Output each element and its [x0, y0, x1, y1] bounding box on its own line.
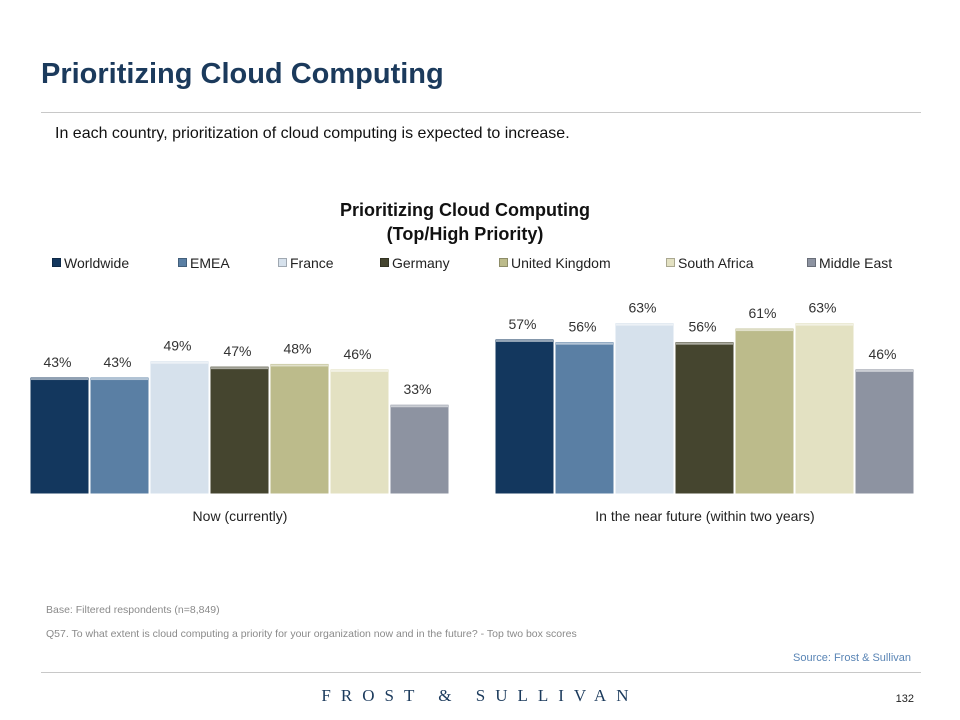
- bar-highlight: [676, 342, 733, 345]
- source-note: Source: Frost & Sullivan: [793, 652, 911, 664]
- category-label: In the near future (within two years): [595, 508, 814, 524]
- chart-title-line-2: (Top/High Priority): [386, 224, 544, 244]
- bar-middle-east-now: [389, 403, 450, 495]
- bar-france-now: [149, 360, 210, 495]
- bar-worldwide-future: [494, 338, 555, 495]
- bar-highlight: [616, 323, 673, 326]
- bar-united-kingdom-future: [734, 327, 795, 495]
- data-label: 49%: [163, 338, 191, 354]
- data-label: 61%: [748, 305, 776, 321]
- bar-emea-now: [89, 376, 150, 495]
- data-label: 46%: [343, 346, 371, 362]
- legend-label: EMEA: [190, 255, 230, 271]
- bar-highlight: [856, 369, 913, 372]
- bar-highlight: [91, 378, 148, 381]
- data-label: 33%: [403, 381, 431, 397]
- legend-swatch: [178, 258, 187, 267]
- bar-emea-future: [554, 341, 615, 495]
- bar-highlight: [31, 378, 88, 381]
- bar-highlight: [391, 405, 448, 408]
- legend-swatch: [52, 258, 61, 267]
- legend-swatch: [807, 258, 816, 267]
- data-label: 47%: [223, 343, 251, 359]
- footer-divider: [41, 672, 921, 673]
- legend-item-germany: Germany: [380, 255, 450, 271]
- legend-label: Middle East: [819, 255, 893, 271]
- legend-item-united-kingdom: United Kingdom: [499, 255, 611, 271]
- bar-germany-future: [674, 341, 735, 495]
- chart-title: Prioritizing Cloud Computing (Top/High P…: [0, 198, 930, 246]
- bar-highlight: [271, 364, 328, 367]
- bar-france-future: [614, 322, 675, 495]
- data-label: 48%: [283, 340, 311, 356]
- brand-logo: FROST & SULLIVAN: [321, 686, 639, 705]
- legend-label: South Africa: [678, 255, 754, 271]
- chart-title-line-1: Prioritizing Cloud Computing: [340, 200, 590, 220]
- legend-swatch: [380, 258, 389, 267]
- data-label: 43%: [103, 354, 131, 370]
- slide-subtitle: In each country, prioritization of cloud…: [55, 125, 570, 142]
- data-label: 63%: [808, 300, 836, 316]
- legend-item-middle-east: Middle East: [807, 255, 892, 271]
- legend-item-south-africa: South Africa: [666, 255, 754, 271]
- bar-highlight: [556, 342, 613, 345]
- legend-item-worldwide: Worldwide: [52, 255, 129, 271]
- data-label: 56%: [568, 319, 596, 335]
- title-divider: [41, 112, 921, 113]
- page-title: Prioritizing Cloud Computing: [41, 58, 444, 90]
- legend-swatch: [666, 258, 675, 267]
- legend-label: Germany: [392, 255, 450, 271]
- bar-highlight: [151, 361, 208, 364]
- legend-label: Worldwide: [64, 255, 130, 271]
- bar-chart: 43% 43% 49% 47% 48% 46% 33% Now (currently) 57% 5…: [29, 300, 915, 524]
- page-number: 132: [895, 693, 914, 705]
- data-label: 63%: [628, 300, 656, 316]
- legend-item-france: France: [278, 255, 334, 271]
- bar-highlight: [496, 339, 553, 342]
- bar-worldwide-now: [29, 376, 90, 495]
- legend-swatch: [499, 258, 508, 267]
- bar-highlight: [211, 367, 268, 370]
- legend-label: United Kingdom: [511, 255, 611, 271]
- category-label: Now (currently): [193, 508, 288, 524]
- bar-highlight: [796, 323, 853, 326]
- data-label: 43%: [43, 354, 71, 370]
- bar-highlight: [736, 329, 793, 332]
- question-note: Q57. To what extent is cloud computing a…: [46, 628, 577, 640]
- bar-south-africa-future: [794, 322, 855, 495]
- bar-middle-east-future: [854, 368, 915, 495]
- data-label: 57%: [508, 316, 536, 332]
- bar-highlight: [331, 369, 388, 372]
- base-note: Base: Filtered respondents (n=8,849): [46, 604, 220, 616]
- legend-label: France: [290, 255, 334, 271]
- bar-germany-now: [209, 365, 270, 495]
- bar-south-africa-now: [329, 368, 390, 495]
- legend-item-emea: EMEA: [178, 255, 230, 271]
- data-label: 46%: [868, 346, 896, 362]
- bar-united-kingdom-now: [269, 362, 330, 495]
- data-label: 56%: [688, 319, 716, 335]
- legend-swatch: [278, 258, 287, 267]
